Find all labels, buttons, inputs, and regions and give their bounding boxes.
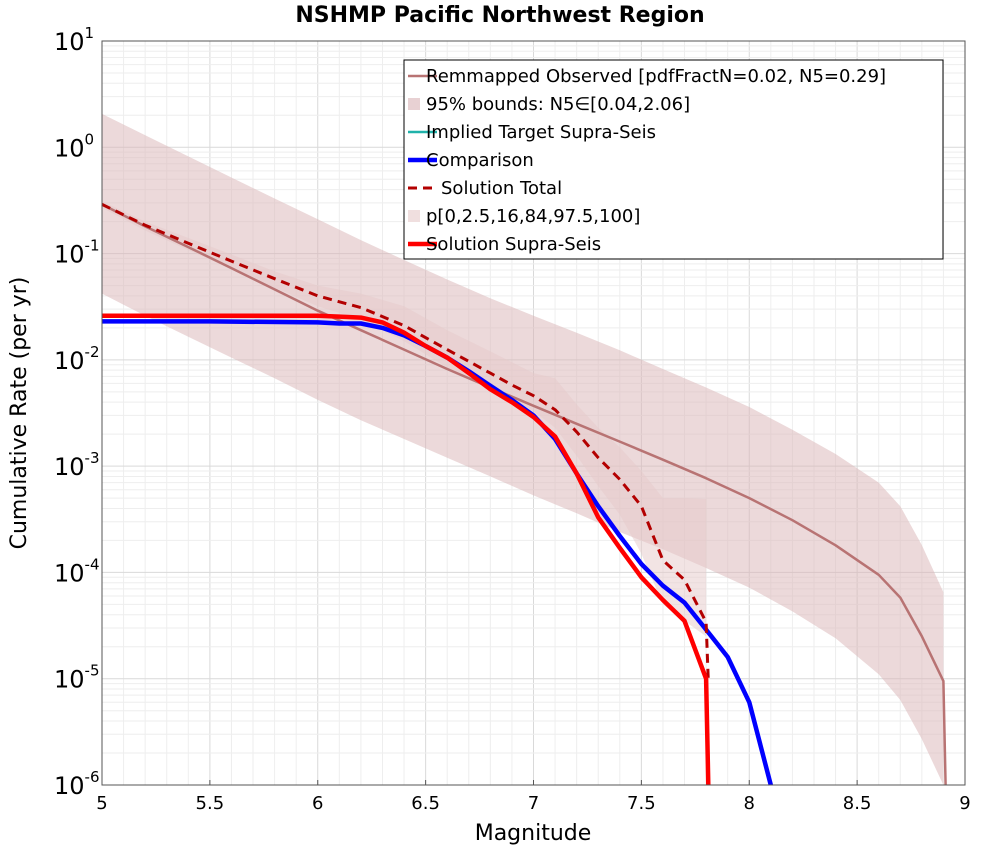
y-tick-label: 10-1: [54, 237, 100, 269]
bands: [102, 113, 944, 785]
legend-label: Comparison: [426, 150, 534, 171]
y-tick-label: 10-5: [54, 662, 100, 694]
line-series-6: [102, 313, 711, 786]
x-tick-label: 5.5: [196, 793, 225, 814]
x-tick-label: 7.5: [627, 793, 656, 814]
x-tick-label: 6: [312, 793, 323, 814]
x-tick-label: 5: [96, 793, 107, 814]
legend-label: Solution Total: [441, 178, 562, 199]
y-tick-label: 10-3: [54, 449, 100, 481]
y-tick-label: 101: [54, 24, 94, 56]
ticks: 5 5.5 6 6.5 7 7.5 8 8.5 9 10-6 10-5 10-4 10-3 10-2 10-…: [54, 24, 971, 814]
legend-label: Implied Target Supra-Seis: [426, 122, 656, 143]
x-tick-label: 8: [744, 793, 755, 814]
x-tick-label: 8.5: [843, 793, 872, 814]
y-tick-label: 100: [54, 130, 94, 162]
band-series-1: [102, 113, 944, 785]
y-axis-label: Cumulative Rate (per yr): [7, 277, 32, 550]
chart-title: NSHMP Pacific Northwest Region: [295, 3, 704, 28]
legend-label: Solution Supra-Seis: [426, 234, 601, 255]
legend-swatch: [408, 98, 420, 110]
legend-swatch: [408, 210, 420, 222]
legend-label: 95% bounds: N5∈[0.04,2.06]: [426, 94, 690, 115]
x-axis-label: Magnitude: [475, 821, 592, 846]
x-tick-label: 9: [959, 793, 970, 814]
legend-label: p[0,2.5,16,84,97.5,100]: [426, 206, 640, 227]
y-tick-label: 10-6: [54, 768, 100, 800]
band-series-5: [102, 201, 707, 637]
series-lines: [101, 203, 947, 786]
y-tick-label: 10-4: [54, 555, 100, 587]
y-tick-label: 10-2: [54, 343, 100, 375]
legend: Remmapped Observed [pdfFractN=0.02, N5=0…: [403, 59, 944, 260]
x-tick-label: 7: [528, 793, 539, 814]
x-tick-label: 6.5: [411, 793, 440, 814]
line-series-0: [101, 203, 947, 786]
line-series-4: [101, 203, 710, 682]
legend-box: [403, 59, 944, 260]
legend-label: Remmapped Observed [pdfFractN=0.02, N5=0…: [426, 66, 886, 87]
